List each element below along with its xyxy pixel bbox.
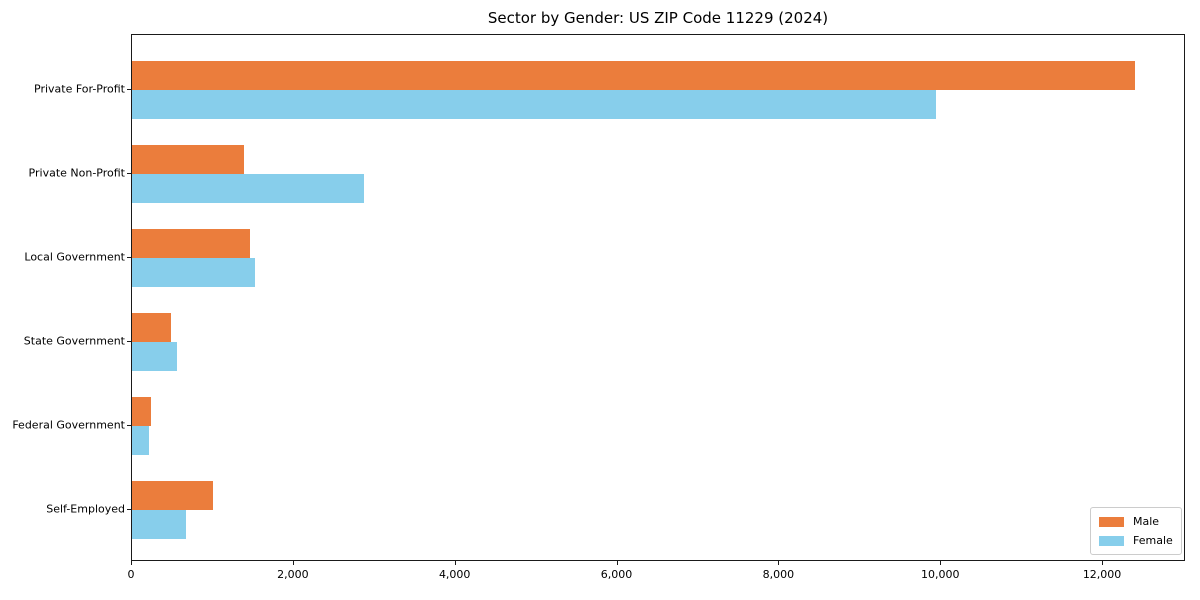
chart-title: Sector by Gender: US ZIP Code 11229 (202… — [487, 9, 829, 27]
legend-swatch-female — [1099, 535, 1124, 546]
x-tick-label-8000: 8,000 — [762, 568, 795, 581]
y-tick-mark — [127, 425, 131, 426]
bar-group-private-for-profit — [132, 48, 1184, 132]
x-tick-mark — [292, 561, 294, 565]
x-tick-mark — [1102, 561, 1104, 565]
x-tick-mark — [131, 561, 132, 565]
bar-female-federal-government — [132, 426, 149, 455]
y-tick-label-state-government: State Government — [23, 334, 125, 348]
y-tick-mark — [127, 341, 131, 342]
bar-female-private-for-profit — [132, 90, 936, 119]
y-tick-mark — [127, 257, 131, 258]
y-tick-label-self-employed: Self-Employed — [46, 502, 125, 516]
plot-area — [131, 34, 1185, 561]
x-tick-label-2000: 2,000 — [277, 568, 309, 581]
bar-female-private-non-profit — [132, 174, 365, 203]
bar-group-private-non-profit — [132, 132, 1184, 216]
y-tick-label-local-government: Local Government — [24, 250, 125, 264]
x-tick-mark — [778, 561, 780, 565]
y-tick-label-private-non-profit: Private Non-Profit — [28, 166, 125, 180]
legend-label-female: Female — [1133, 534, 1173, 547]
legend-label-male: Male — [1133, 515, 1160, 528]
x-tick-mark — [454, 561, 456, 565]
bar-group-federal-government — [132, 384, 1184, 468]
bar-male-state-government — [132, 313, 171, 342]
x-tick-label-12000: 12,000 — [1082, 568, 1122, 581]
legend: Male Female — [1090, 507, 1182, 555]
bar-group-local-government — [132, 216, 1184, 300]
bar-male-local-government — [132, 229, 251, 258]
bar-male-federal-government — [132, 397, 152, 426]
x-tick-label-6000: 6,000 — [600, 568, 633, 581]
bar-female-self-employed — [132, 510, 187, 539]
y-tick-mark — [127, 509, 131, 510]
legend-swatch-male — [1099, 516, 1124, 527]
y-tick-mark — [127, 173, 131, 174]
y-tick-mark — [127, 89, 131, 90]
x-tick-mark — [940, 561, 942, 565]
bar-female-state-government — [132, 342, 178, 371]
legend-item-female: Female — [1099, 534, 1173, 547]
bar-male-private-non-profit — [132, 145, 245, 174]
bar-group-state-government — [132, 300, 1184, 384]
x-tick-label-0: 0 — [127, 568, 135, 581]
bar-male-private-for-profit — [132, 61, 1136, 90]
x-tick-mark — [616, 561, 618, 565]
bar-male-self-employed — [132, 481, 213, 510]
y-tick-label-private-for-profit: Private For-Profit — [34, 82, 125, 96]
y-axis-labels: Private For-Profit Private Non-Profit Loca… — [0, 34, 125, 561]
x-tick-label-10000: 10,000 — [920, 568, 960, 581]
x-tick-label-4000: 4,000 — [438, 568, 471, 581]
bar-female-local-government — [132, 258, 255, 287]
y-tick-label-federal-government: Federal Government — [12, 418, 125, 432]
bar-group-self-employed — [132, 468, 1184, 552]
legend-item-male: Male — [1099, 515, 1173, 528]
